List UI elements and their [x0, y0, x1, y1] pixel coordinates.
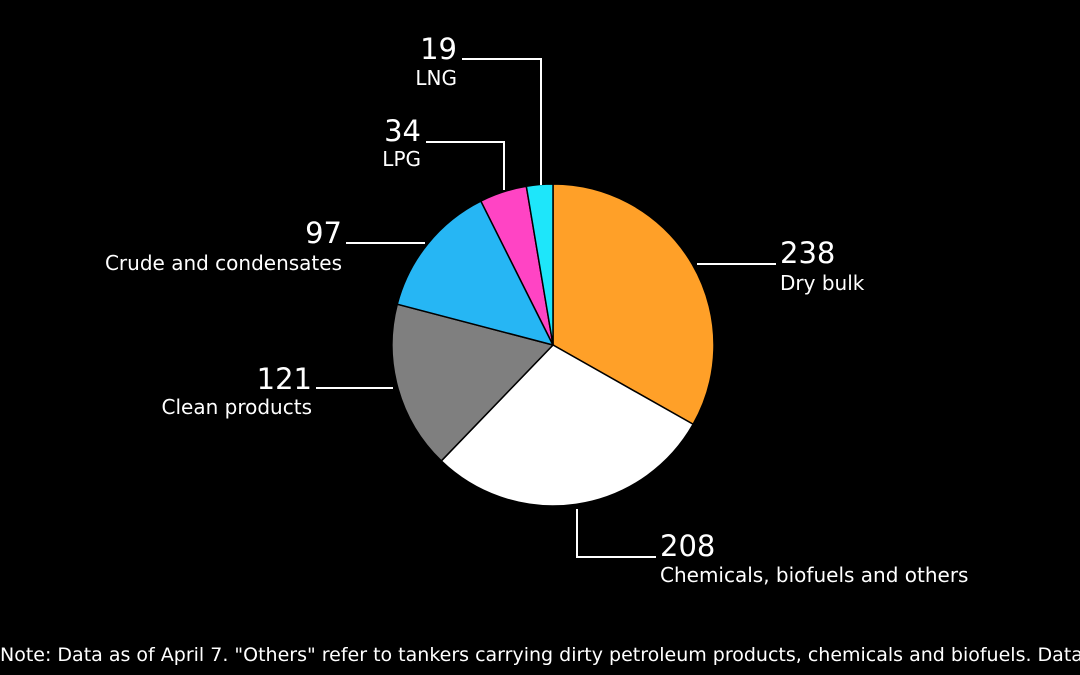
pie-slice-clean-products [391, 303, 555, 463]
leader-line-lng [462, 58, 542, 185]
value-lng: 19 [420, 32, 457, 66]
pie-slices [391, 183, 715, 507]
pie-slice-dry-bulk [552, 183, 715, 426]
value-chemicals: 208 [660, 529, 715, 563]
label-chemicals: Chemicals, biofuels and others [660, 563, 968, 587]
value-crude: 97 [305, 216, 342, 250]
label-clean-products: Clean products [162, 395, 312, 419]
label-dry-bulk: Dry bulk [780, 271, 865, 295]
value-lpg: 34 [384, 114, 421, 148]
label-lpg: LPG [382, 147, 421, 171]
label-lng: LNG [415, 66, 457, 90]
leader-line-chemicals [576, 509, 656, 558]
footnote: Note: Data as of April 7. "Others" refer… [0, 644, 1080, 666]
value-clean-products: 121 [257, 362, 312, 396]
leader-line-lpg [426, 141, 505, 190]
pie-slice-crude-and-condensates [396, 200, 555, 347]
pie-slice-chemicals-biofuels-and-others [440, 344, 695, 507]
pie-chart: 238 Dry bulk 208 Chemicals, biofuels and… [105, 32, 969, 587]
value-dry-bulk: 238 [780, 236, 835, 270]
label-crude: Crude and condensates [105, 251, 342, 275]
pie-slice-lng [525, 183, 554, 346]
